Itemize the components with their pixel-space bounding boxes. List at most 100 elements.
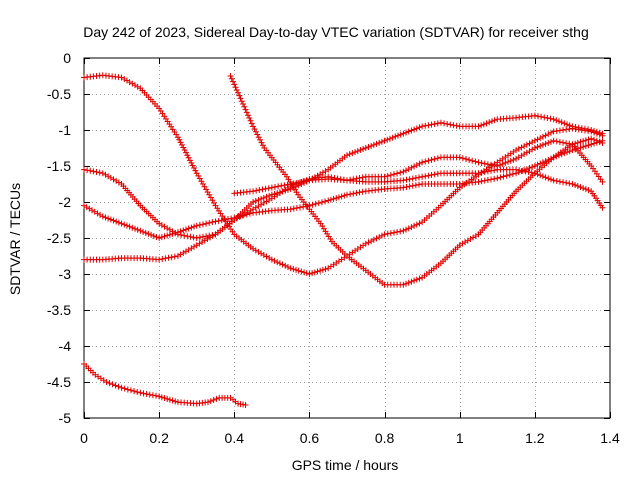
- series-track-5: [227, 73, 606, 288]
- data-point-marker: [327, 196, 334, 203]
- data-point-marker: [301, 269, 308, 276]
- data-point-marker: [190, 234, 197, 241]
- data-point-marker: [181, 147, 188, 154]
- data-point-marker: [107, 174, 114, 181]
- data-point-marker: [373, 140, 380, 147]
- data-point-marker: [408, 127, 415, 134]
- data-point-marker: [518, 152, 525, 159]
- data-point-marker: [196, 240, 203, 247]
- data-point-marker: [481, 177, 488, 184]
- data-point-marker: [207, 398, 214, 405]
- data-point-marker: [242, 106, 249, 113]
- data-point-marker: [526, 140, 533, 147]
- data-point-marker: [381, 173, 388, 180]
- data-point-marker: [293, 183, 300, 190]
- data-point-marker: [564, 121, 571, 128]
- data-point-marker: [235, 89, 242, 96]
- data-point-marker: [437, 119, 444, 126]
- x-tick-label-6: 1.2: [525, 430, 545, 446]
- data-point-marker: [349, 150, 356, 157]
- data-point-marker: [102, 171, 109, 178]
- data-point-marker: [187, 157, 194, 164]
- data-point-marker: [497, 174, 504, 181]
- data-point-marker: [84, 167, 91, 174]
- data-point-marker: [547, 176, 554, 183]
- data-point-marker: [185, 154, 192, 161]
- data-point-marker: [547, 129, 554, 136]
- data-point-marker: [209, 197, 216, 204]
- data-point-marker: [306, 271, 313, 277]
- data-point-marker: [198, 178, 205, 185]
- data-point-marker: [534, 113, 541, 120]
- data-point-marker: [518, 168, 525, 175]
- data-point-marker: [545, 131, 552, 138]
- data-point-marker: [475, 170, 482, 177]
- data-point-marker: [228, 215, 235, 222]
- data-point-marker: [434, 170, 441, 177]
- data-point-marker: [319, 266, 326, 273]
- data-point-marker: [158, 222, 165, 229]
- data-point-marker: [378, 232, 385, 239]
- data-point-marker: [599, 139, 606, 146]
- data-point-marker: [515, 154, 522, 161]
- data-point-marker: [469, 157, 476, 164]
- data-point-marker: [365, 239, 372, 246]
- data-point-marker: [422, 122, 429, 129]
- data-point-marker: [521, 151, 528, 158]
- data-point-marker: [140, 228, 147, 235]
- data-point-marker: [513, 170, 520, 177]
- data-point-marker: [596, 129, 603, 136]
- data-point-marker: [475, 159, 482, 166]
- data-point-marker: [176, 136, 183, 143]
- data-point-marker: [365, 143, 372, 150]
- x-axis-label: GPS time / hours: [292, 457, 399, 473]
- data-point-marker: [464, 237, 471, 244]
- data-point-marker: [284, 181, 291, 188]
- data-point-marker: [233, 87, 240, 93]
- chart-title: Day 242 of 2023, Sidereal Day-to-day VTE…: [83, 24, 589, 40]
- data-point-marker: [213, 395, 220, 402]
- data-point-marker: [255, 196, 262, 203]
- data-point-marker: [521, 143, 528, 150]
- data-point-marker: [500, 173, 507, 180]
- data-point-marker: [572, 146, 579, 153]
- data-point-marker: [531, 137, 538, 144]
- data-point-marker: [156, 235, 163, 241]
- data-point-marker: [142, 229, 149, 236]
- data-point-marker: [545, 139, 552, 146]
- data-point-marker: [284, 264, 291, 271]
- data-point-marker: [350, 190, 357, 197]
- data-point-marker: [478, 160, 485, 166]
- data-point-marker: [112, 382, 119, 389]
- data-point-marker: [251, 126, 258, 133]
- data-point-marker: [403, 226, 410, 233]
- data-point-marker: [376, 234, 383, 241]
- data-point-marker: [188, 224, 195, 231]
- data-point-marker: [362, 240, 369, 247]
- data-point-marker: [381, 231, 388, 238]
- data-point-marker: [290, 205, 297, 212]
- data-point-marker: [486, 119, 493, 126]
- data-point-marker: [243, 109, 250, 116]
- data-point-marker: [400, 184, 407, 191]
- data-point-marker: [368, 142, 375, 149]
- data-point-marker: [582, 143, 589, 150]
- data-point-marker: [373, 235, 380, 242]
- data-point-marker: [416, 160, 423, 167]
- data-point-marker: [397, 169, 404, 176]
- data-point-marker: [588, 127, 595, 133]
- data-point-marker: [491, 117, 498, 124]
- data-point-marker: [156, 256, 163, 263]
- data-point-marker: [569, 147, 576, 154]
- data-point-marker: [115, 219, 122, 226]
- data-point-marker: [547, 138, 554, 145]
- data-point-marker: [422, 173, 429, 180]
- data-point-marker: [228, 75, 235, 82]
- data-point-marker: [181, 232, 188, 239]
- data-point-marker: [266, 192, 273, 199]
- data-point-marker: [341, 192, 348, 199]
- data-point-marker: [164, 232, 171, 239]
- data-point-marker: [153, 233, 160, 240]
- data-point-marker: [168, 254, 175, 261]
- data-point-marker: [123, 222, 130, 229]
